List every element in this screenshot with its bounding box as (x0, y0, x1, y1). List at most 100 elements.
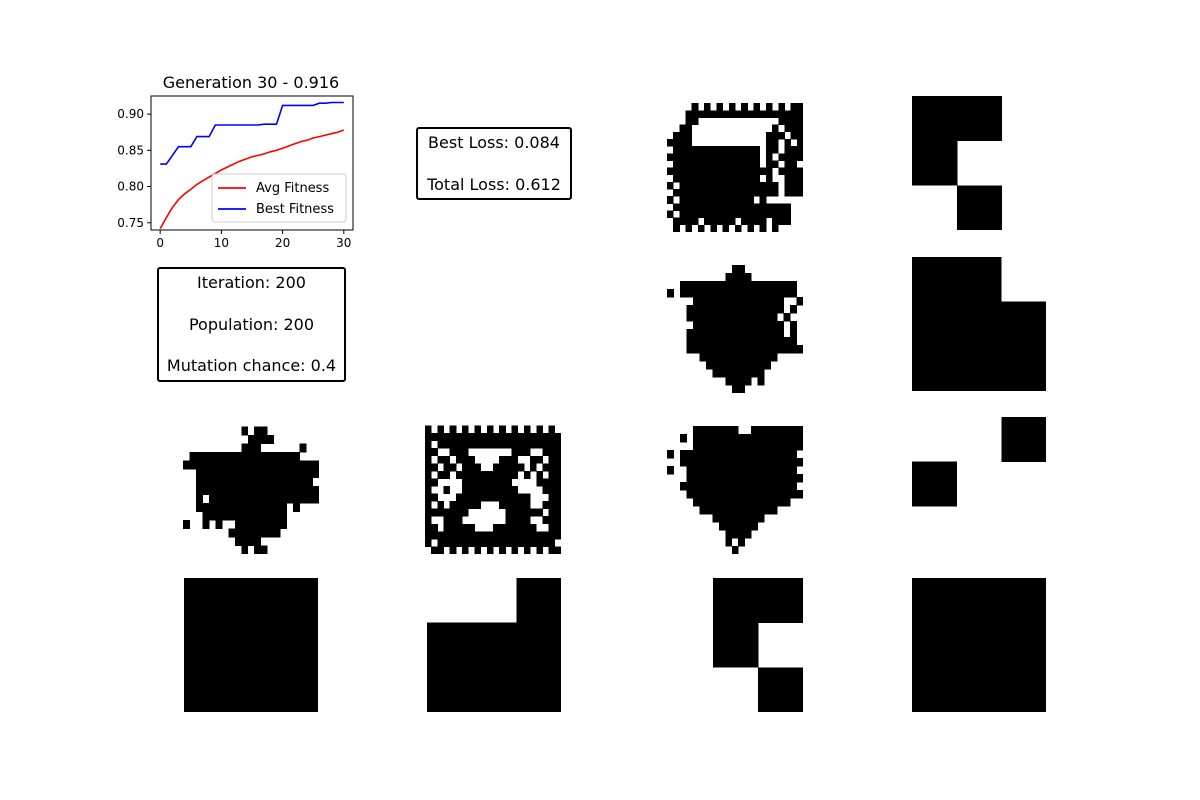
grid-cell (751, 353, 759, 362)
grid-cell (718, 337, 726, 346)
grid-cell (468, 501, 475, 510)
grid-cell (704, 196, 711, 204)
grid-cell (772, 217, 779, 226)
grid-cell (425, 538, 432, 547)
grid-cell (221, 486, 229, 495)
grid-cell (765, 189, 773, 197)
grid-cell (725, 530, 733, 539)
grid-cell (542, 486, 550, 494)
grid-cell (770, 281, 778, 290)
grid-cell (486, 440, 494, 449)
grid-cell (686, 450, 694, 459)
grid-cell (523, 440, 531, 449)
grid-cell (757, 337, 765, 346)
grid-cell (764, 474, 772, 483)
grid-cell (796, 181, 803, 190)
grid-cell (747, 196, 754, 204)
grid-cell (293, 494, 300, 504)
grid-cell (221, 469, 229, 478)
grid-cell (784, 160, 792, 168)
grid-cell (728, 103, 736, 111)
grid-cell (725, 474, 733, 483)
grid-cell (273, 520, 281, 529)
grid-cell (979, 622, 1046, 668)
grid-cell (505, 486, 512, 494)
grid-cell (260, 520, 268, 529)
grid-cell (796, 124, 803, 133)
grid-cell (251, 578, 318, 624)
grid-cell (772, 181, 779, 190)
grid-cell (241, 545, 249, 554)
grid-cell (530, 463, 537, 472)
grid-cell (517, 531, 525, 540)
grid-cell (753, 203, 761, 211)
grid-cell (712, 498, 720, 507)
grid-cell (764, 450, 772, 459)
grid-cell (523, 546, 531, 554)
grid-cell (783, 434, 791, 443)
grid-cell (679, 189, 686, 197)
grid-cell (770, 506, 778, 515)
grid-cell (548, 538, 556, 547)
grid-cell (673, 153, 680, 161)
grid-cell (228, 528, 236, 538)
grid-cell (712, 506, 720, 515)
grid-cell (443, 538, 451, 547)
grid-cell (685, 110, 693, 118)
grid-cell (437, 425, 444, 434)
grid-cell (667, 196, 674, 204)
grid-cell (215, 486, 223, 495)
grid-cell (790, 117, 798, 126)
grid-cell (691, 110, 699, 118)
grid-cell (725, 522, 733, 531)
grid-cell (443, 531, 451, 540)
grid-cell (306, 486, 313, 495)
grid-cell (725, 466, 733, 475)
grid-cell (712, 321, 720, 330)
grid-cell (751, 466, 759, 475)
grid-cell (697, 110, 705, 118)
series-line-2 (160, 101, 344, 165)
grid-cell (691, 160, 699, 168)
grid-cell (765, 131, 773, 140)
grid-cell (505, 508, 512, 517)
grid-cell (710, 153, 717, 161)
grid-cell (738, 506, 746, 515)
grid-cell (747, 146, 754, 154)
grid-cell (699, 466, 707, 475)
grid-cell (716, 217, 724, 226)
grid-cell (691, 196, 699, 204)
grid-cell (738, 273, 746, 282)
grid-cell (770, 458, 778, 467)
grid-cell (548, 425, 556, 434)
grid-cell (280, 494, 288, 504)
grid-cell (744, 337, 752, 346)
grid-cell (699, 321, 707, 330)
grid-cell (699, 313, 707, 322)
grid-cell (499, 538, 506, 547)
grid-cell (796, 426, 803, 435)
grid-cell (783, 337, 791, 346)
total-loss-label: Total Loss: 0.612 (427, 175, 561, 194)
grid-cell (757, 361, 765, 370)
grid-cell (712, 353, 720, 362)
grid-cell (254, 460, 262, 470)
grid-cell (536, 470, 543, 479)
grid-cell (699, 450, 707, 459)
grid-cell (765, 153, 773, 161)
grid-cell (728, 217, 736, 226)
grid-cell (731, 265, 739, 274)
grid-cell (731, 305, 739, 314)
grid-cell (511, 538, 519, 547)
grid-cell (699, 345, 707, 354)
grid-cell (731, 426, 739, 435)
grid-cell (744, 506, 752, 515)
grid-cell (293, 469, 300, 478)
grid-cell (751, 474, 759, 483)
grid-cell (667, 167, 674, 176)
grid-cell (735, 224, 742, 232)
grid-cell (425, 531, 432, 540)
grid-cell (725, 313, 733, 322)
grid-cell (449, 523, 457, 532)
grid-cell (712, 450, 720, 459)
